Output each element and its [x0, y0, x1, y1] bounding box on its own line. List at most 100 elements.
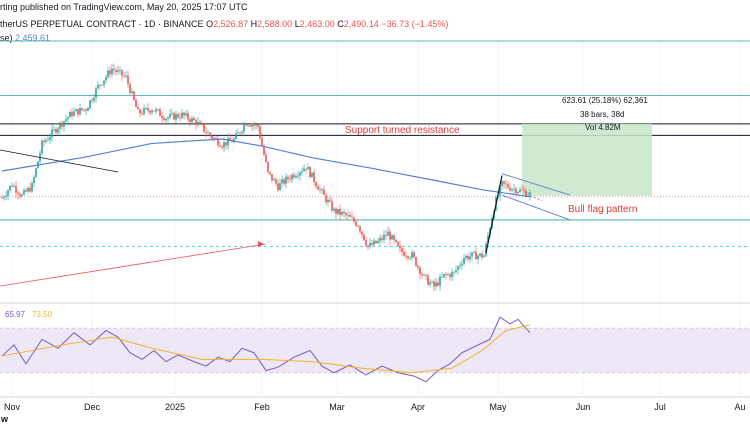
candle-141: [283, 179, 285, 184]
candle-197: [395, 239, 397, 242]
candle-252: [505, 183, 507, 185]
candle-231: [463, 258, 465, 264]
candle-125: [251, 124, 253, 127]
candle-46: [93, 97, 95, 101]
trendline-left: [0, 149, 119, 173]
candle-130: [261, 137, 263, 146]
candle-238: [477, 255, 479, 260]
candle-37: [75, 109, 77, 112]
candle-209: [419, 267, 421, 275]
candle-215: [431, 281, 433, 283]
candle-213: [427, 275, 429, 285]
x-axis-ticks: Nov Dec 2025 Feb Mar Apr May Jun Jul Au: [4, 402, 746, 412]
candle-91: [183, 112, 185, 116]
x-tick-6: May: [489, 402, 507, 412]
candle-228: [457, 266, 459, 271]
candle-88: [177, 114, 179, 118]
candle-10: [21, 194, 23, 197]
candle-216: [433, 281, 435, 287]
candle-182: [365, 240, 367, 246]
candle-80: [161, 116, 163, 119]
candle-116: [233, 138, 235, 143]
candle-54: [109, 70, 111, 75]
bull-flag-annotation: Bull flag pattern: [568, 204, 638, 215]
candle-20: [41, 140, 43, 154]
measure-box: [522, 123, 652, 196]
candle-160: [321, 189, 323, 191]
x-tick-8: Jul: [654, 402, 666, 412]
candle-144: [289, 179, 291, 180]
candle-57: [115, 70, 117, 72]
candle-164: [329, 200, 331, 202]
candle-100: [201, 122, 203, 125]
candle-218: [437, 282, 439, 286]
candle-237: [475, 251, 477, 260]
candle-51: [103, 80, 105, 85]
candle-142: [285, 176, 287, 184]
candle-128: [257, 124, 259, 127]
candle-205: [411, 252, 413, 258]
candle-133: [267, 161, 269, 172]
candle-177: [355, 221, 357, 226]
candle-82: [165, 118, 167, 121]
candle-139: [279, 182, 281, 190]
candle-58: [117, 70, 119, 72]
candle-161: [323, 189, 325, 195]
candle-183: [367, 245, 369, 247]
candle-137: [275, 179, 277, 184]
candle-175: [351, 216, 353, 218]
candle-190: [381, 238, 383, 240]
rsi-value-2: 73.50: [32, 310, 53, 319]
candle-127: [255, 124, 257, 126]
candle-163: [327, 200, 329, 203]
candle-84: [169, 113, 171, 118]
candle-155: [311, 172, 313, 178]
candle-132: [265, 154, 267, 162]
x-tick-2: 2025: [165, 402, 185, 412]
ohlc-low: 2,463.00: [299, 19, 335, 29]
candle-203: [407, 256, 409, 259]
candle-208: [417, 265, 419, 268]
support-annotation: Support turned resistance: [345, 125, 460, 136]
candle-189: [379, 238, 381, 242]
rsi-band: [0, 328, 750, 373]
candle-149: [299, 172, 301, 176]
candle-214: [429, 282, 431, 285]
candle-17: [35, 168, 37, 177]
candle-52: [105, 76, 107, 81]
candle-27: [55, 128, 57, 133]
candle-129: [259, 126, 261, 138]
candle-12: [25, 190, 27, 192]
candle-29: [59, 122, 61, 129]
candle-35: [71, 111, 73, 116]
candle-108: [217, 138, 219, 146]
candle-32: [65, 119, 67, 122]
candle-169: [339, 208, 341, 215]
candle-63: [127, 75, 129, 84]
candle-184: [369, 243, 371, 247]
candle-180: [361, 231, 363, 235]
candle-23: [47, 139, 49, 141]
candle-240: [481, 253, 483, 258]
ohlc-open-label: O: [206, 19, 214, 29]
candle-121: [243, 124, 245, 132]
candle-49: [99, 84, 101, 86]
candle-59: [119, 69, 121, 71]
candle-201: [403, 252, 405, 256]
candle-34: [69, 111, 71, 118]
candle-83: [167, 117, 169, 119]
candle-174: [349, 214, 351, 217]
candle-112: [225, 142, 227, 146]
candle-262: [525, 191, 527, 197]
candle-4: [9, 185, 11, 191]
candle-138: [277, 183, 279, 190]
candle-235: [471, 252, 473, 257]
candle-143: [287, 176, 289, 180]
candle-5: [11, 185, 13, 187]
candle-188: [377, 241, 379, 244]
candle-72: [145, 107, 147, 109]
candle-223: [447, 274, 449, 276]
candle-196: [393, 235, 395, 240]
candle-44: [89, 100, 91, 108]
candle-53: [107, 70, 109, 77]
